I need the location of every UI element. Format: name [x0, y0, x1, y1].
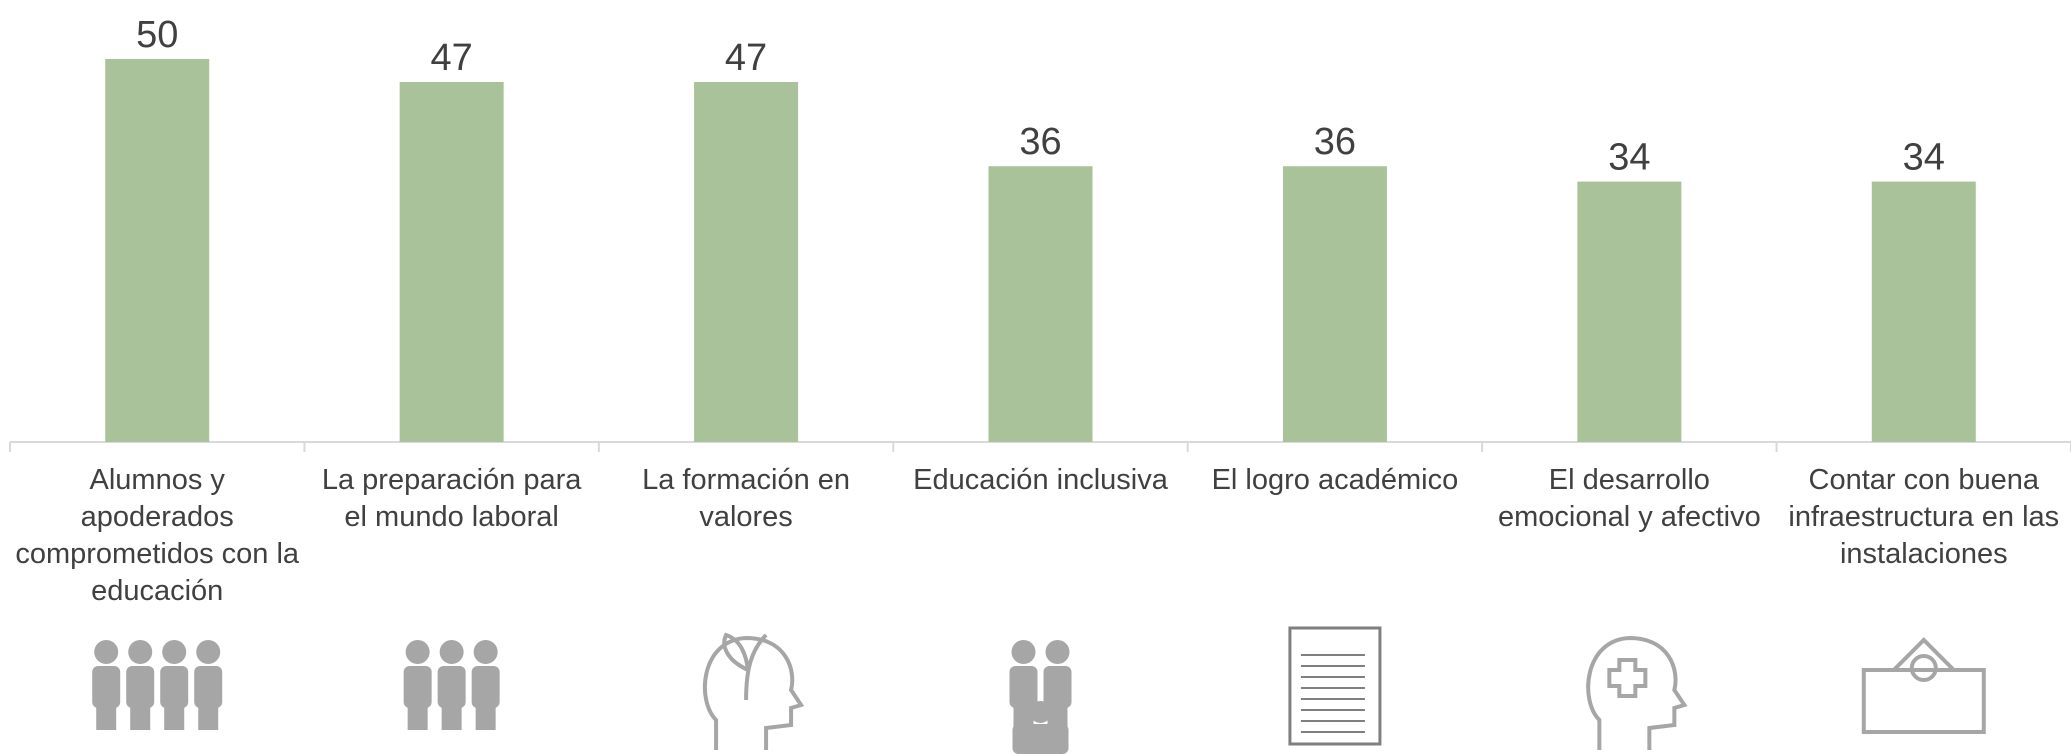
- value-label: 47: [431, 37, 473, 79]
- category-icon: [1009, 640, 1072, 754]
- icon-head: [94, 640, 119, 664]
- icon-legs: [96, 706, 117, 730]
- bar: [105, 59, 210, 442]
- category-icon: [1288, 626, 1382, 746]
- icon-body: [403, 666, 432, 708]
- category-label: Alumnos y apoderados comprometidos con l…: [15, 464, 300, 607]
- icon-head-outline: [702, 635, 805, 750]
- icon-body: [1012, 724, 1069, 754]
- icon-head: [473, 640, 498, 664]
- category-icon: [1861, 637, 1986, 734]
- icon-sprout: [722, 632, 768, 701]
- category-icon: [403, 640, 500, 730]
- icon-body: [160, 666, 189, 708]
- icon-legs: [130, 706, 151, 730]
- value-label: 36: [1314, 121, 1356, 163]
- value-label: 50: [136, 14, 178, 56]
- value-label: 36: [1019, 121, 1061, 163]
- icon-legs: [475, 706, 496, 730]
- category-label: Contar con buena infraestructura en las …: [1788, 464, 2060, 570]
- icon-legs: [164, 706, 185, 730]
- icon-body: [92, 666, 121, 708]
- category-label: El logro académico: [1211, 464, 1459, 496]
- icon-head: [439, 640, 464, 664]
- bar: [988, 166, 1093, 443]
- icon-paper: [1288, 626, 1382, 746]
- icon-head: [405, 640, 430, 664]
- icon-head: [162, 640, 187, 664]
- icon-body: [437, 666, 466, 708]
- icon-head-outline: [1586, 635, 1688, 750]
- icon-head: [1029, 701, 1052, 723]
- category-label: La preparación para el mundo laboral: [321, 464, 582, 533]
- bar: [1871, 181, 1976, 442]
- value-label: 34: [1903, 137, 1945, 179]
- category-icon: [92, 640, 223, 730]
- category-label: La formación en valores: [642, 464, 851, 533]
- bar: [1577, 181, 1682, 442]
- icon-legs: [441, 706, 462, 730]
- icon-head: [196, 640, 221, 664]
- icon-body: [194, 666, 223, 708]
- icon-body: [471, 666, 500, 708]
- category-label: Educación inclusiva: [913, 464, 1168, 496]
- icon-head: [128, 640, 153, 664]
- icon-head: [1011, 640, 1036, 664]
- bar: [1282, 166, 1387, 443]
- bar: [694, 81, 799, 442]
- icon-roof: [1888, 637, 1959, 672]
- category-label: El desarrollo emocional y afectivo: [1497, 464, 1761, 533]
- icon-cross: [1607, 658, 1648, 698]
- icon-clock: [1909, 654, 1938, 682]
- icon-body: [1009, 666, 1038, 708]
- icon-legs: [198, 706, 219, 730]
- icon-body: [126, 666, 155, 708]
- value-label: 34: [1608, 137, 1650, 179]
- icon-body: [1043, 666, 1072, 708]
- icon-head: [1045, 640, 1070, 664]
- icon-legs: [407, 706, 428, 730]
- bar: [399, 81, 504, 442]
- value-label: 47: [725, 37, 767, 79]
- category-icon: [1586, 635, 1688, 750]
- category-icon: [702, 632, 805, 750]
- icon-row: [1012, 701, 1069, 754]
